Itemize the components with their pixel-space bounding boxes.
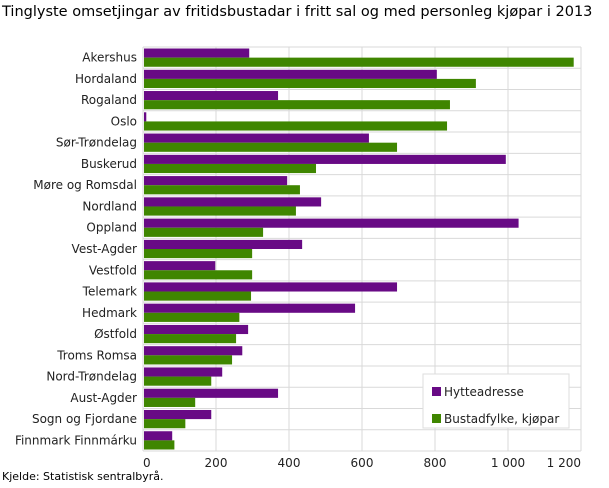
bar-bustadfylke bbox=[144, 291, 252, 301]
bar-bustadfylke bbox=[144, 57, 574, 67]
bar-hytteadresse bbox=[144, 48, 250, 58]
x-tick-label: 800 bbox=[424, 456, 447, 470]
bar-hytteadresse bbox=[144, 367, 223, 377]
bar-hytteadresse bbox=[144, 218, 519, 228]
category-label: Sogn og Fjordane bbox=[32, 412, 137, 426]
category-label: Aust-Agder bbox=[70, 391, 137, 405]
category-label: Telemark bbox=[82, 285, 137, 299]
bar-bustadfylke bbox=[144, 312, 240, 322]
bar-bustadfylke bbox=[144, 185, 300, 195]
bar-hytteadresse bbox=[144, 346, 243, 356]
category-label: Nordland bbox=[82, 199, 137, 213]
bar-hytteadresse bbox=[144, 197, 322, 207]
bar-hytteadresse bbox=[144, 176, 288, 186]
category-label: Vestfold bbox=[89, 263, 137, 277]
bar-bustadfylke bbox=[144, 78, 476, 89]
bar-bustadfylke bbox=[144, 376, 212, 386]
bar-hytteadresse bbox=[144, 409, 212, 420]
category-label: Troms Romsa bbox=[56, 348, 137, 362]
category-label: Møre og Romsdal bbox=[33, 178, 137, 192]
category-label: Sør-Trøndelag bbox=[56, 136, 137, 150]
category-label: Hedmark bbox=[82, 306, 137, 320]
legend bbox=[422, 373, 570, 429]
bar-hytteadresse bbox=[144, 91, 279, 101]
legend-swatch bbox=[432, 414, 441, 423]
bar-bustadfylke bbox=[144, 142, 398, 152]
bar-hytteadresse bbox=[144, 388, 279, 398]
legend-swatch bbox=[432, 387, 441, 396]
category-label: Buskerud bbox=[81, 157, 137, 171]
category-label: Østfold bbox=[94, 327, 137, 341]
bar-hytteadresse bbox=[144, 431, 173, 441]
category-label: Akershus bbox=[82, 51, 137, 65]
bar-bustadfylke bbox=[144, 270, 253, 280]
bar-hytteadresse bbox=[144, 303, 356, 313]
bar-hytteadresse bbox=[144, 69, 437, 79]
bar-bustadfylke bbox=[144, 227, 264, 237]
bar-hytteadresse bbox=[144, 112, 147, 122]
bar-bustadfylke bbox=[144, 440, 175, 450]
bar-bustadfylke bbox=[144, 249, 253, 259]
category-label: Vest-Agder bbox=[72, 242, 138, 256]
category-label: Oppland bbox=[86, 221, 137, 235]
bar-bustadfylke bbox=[144, 355, 233, 365]
category-label: Nord-Trøndelag bbox=[46, 370, 137, 384]
chart-title: Tinglyste omsetjingar av fritidsbustadar… bbox=[2, 4, 593, 20]
x-tick-label: 600 bbox=[351, 456, 374, 470]
x-tick-label: 400 bbox=[278, 456, 301, 470]
source-note: Kjelde: Statistisk sentralbyrå. bbox=[2, 470, 164, 483]
x-tick-label: 200 bbox=[205, 456, 228, 470]
x-tick-label: 0 bbox=[143, 456, 151, 470]
bar-bustadfylke bbox=[144, 334, 237, 344]
bar-hytteadresse bbox=[144, 261, 216, 271]
bar-bustadfylke bbox=[144, 163, 317, 174]
bar-hytteadresse bbox=[144, 239, 303, 249]
category-label: Finnmark Finnmárku bbox=[15, 433, 137, 447]
bar-hytteadresse bbox=[144, 133, 369, 143]
bar-bustadfylke bbox=[144, 397, 196, 407]
bar-bustadfylke bbox=[144, 419, 186, 429]
bar-hytteadresse bbox=[144, 324, 249, 335]
legend-label: Bustadfylke, kjøpar bbox=[444, 412, 559, 426]
bar-hytteadresse bbox=[144, 282, 398, 292]
bar-bustadfylke bbox=[144, 206, 296, 216]
category-label: Rogaland bbox=[81, 93, 137, 107]
bar-bustadfylke bbox=[144, 100, 450, 110]
x-tick-label: 1 000 bbox=[491, 456, 525, 470]
category-label: Hordaland bbox=[75, 72, 137, 86]
bar-bustadfylke bbox=[144, 121, 448, 131]
bar-hytteadresse bbox=[144, 154, 506, 164]
category-label: Oslo bbox=[111, 114, 137, 128]
x-tick-label: 1 200 bbox=[547, 456, 581, 470]
legend-label: Hytteadresse bbox=[444, 385, 524, 399]
